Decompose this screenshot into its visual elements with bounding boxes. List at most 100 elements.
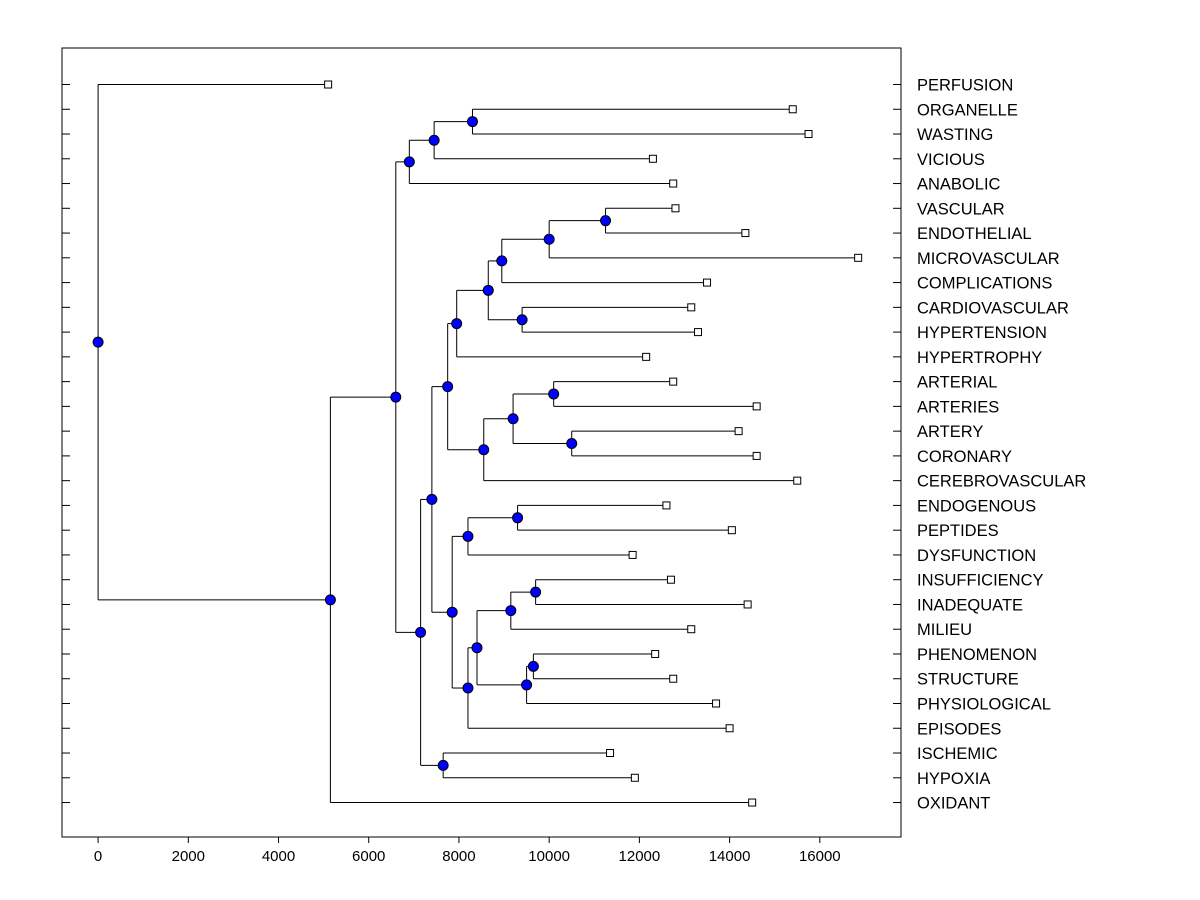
merge-node-n20 <box>521 679 533 691</box>
leaf-label-vascular: VASCULAR <box>917 200 1005 218</box>
x-tick-label: 14000 <box>709 848 751 865</box>
merge-node-n12 <box>507 413 519 425</box>
leaf-label-hypertension: HYPERTENSION <box>917 324 1047 342</box>
y-axis-ticks <box>62 84 901 804</box>
leaf-marker-vascular <box>671 204 680 213</box>
merge-node-n1 <box>466 116 478 128</box>
leaf-marker-cerebrovascular <box>793 476 802 485</box>
x-tick-label: 12000 <box>619 848 661 865</box>
merge-node-n26 <box>415 626 427 638</box>
merge-node-n10 <box>548 388 560 400</box>
merge-node-n15 <box>512 512 524 524</box>
merge-node-n17 <box>530 586 542 598</box>
leaf-marker-ischemic <box>606 749 615 758</box>
leaf-marker-wasting <box>804 130 813 139</box>
merge-node-n18 <box>505 605 517 617</box>
merge-node-n7 <box>516 314 528 326</box>
leaf-label-dysfunction: DYSFUNCTION <box>917 547 1036 565</box>
leaf-label-milieu: MILIEU <box>917 621 972 639</box>
merge-node-n16 <box>462 530 474 542</box>
leaf-marker-endogenous <box>662 501 671 510</box>
leaf-marker-hypertension <box>694 328 703 337</box>
leaf-label-episodes: EPISODES <box>917 720 1001 738</box>
leaf-marker-arteries <box>752 402 761 411</box>
merge-node-n2 <box>428 134 440 146</box>
x-tick-label: 4000 <box>262 848 295 865</box>
leaf-marker-phenomenon <box>651 649 660 658</box>
leaf-label-insufficiency: INSUFFICIENCY <box>917 572 1044 590</box>
leaf-label-arteries: ARTERIES <box>917 398 999 416</box>
plot-frame <box>61 47 902 838</box>
leaf-labels: PERFUSION ORGANELLE WASTING VICIOUS ANABOLIC… <box>917 77 1086 813</box>
leaf-marker-peptides <box>727 526 736 535</box>
leaf-marker-arterial <box>669 377 678 386</box>
leaf-label-hypertrophy: HYPERTROPHY <box>917 349 1042 367</box>
leaf-label-cerebrovascular: CEREBROVASCULAR <box>917 473 1086 491</box>
leaf-marker-episodes <box>725 724 734 733</box>
merge-node-n13 <box>478 444 490 456</box>
merge-node-n24 <box>426 493 438 505</box>
leaf-label-endogenous: ENDOGENOUS <box>917 497 1036 515</box>
x-tick-label: 10000 <box>528 848 570 865</box>
merge-node-n14 <box>442 381 454 393</box>
leaf-marker-dysfunction <box>628 550 637 559</box>
x-tick-label: 2000 <box>172 848 205 865</box>
merge-node-n25 <box>437 759 449 771</box>
leaf-marker-cardiovascular <box>687 303 696 312</box>
leaf-label-coronary: CORONARY <box>917 448 1012 466</box>
leaf-label-inadequate: INADEQUATE <box>917 596 1023 614</box>
merge-node-n4 <box>600 215 612 227</box>
leaf-marker-microvascular <box>854 253 863 262</box>
leaf-marker-organelle <box>788 105 797 114</box>
leaf-marker-oxidant <box>748 798 757 807</box>
leaf-marker-coronary <box>752 451 761 460</box>
leaf-marker-hypoxia <box>630 773 639 782</box>
leaf-label-microvascular: MICROVASCULAR <box>917 250 1060 268</box>
merge-node-n6 <box>496 255 508 267</box>
leaf-label-ischemic: ISCHEMIC <box>917 745 998 763</box>
leaf-label-structure: STRUCTURE <box>917 671 1019 689</box>
merge-node-n29 <box>92 336 104 348</box>
leaf-marker-anabolic <box>669 179 678 188</box>
merge-node-n27 <box>390 391 402 403</box>
merge-node-n5 <box>543 233 555 245</box>
leaf-label-wasting: WASTING <box>917 126 993 144</box>
x-tick-label: 6000 <box>352 848 385 865</box>
leaf-marker-structure <box>669 674 678 683</box>
leaf-marker-hypertrophy <box>642 352 651 361</box>
merge-node-n21 <box>471 642 483 654</box>
leaf-label-oxidant: OXIDANT <box>917 795 990 813</box>
merge-node-n23 <box>446 606 458 618</box>
leaf-label-complications: COMPLICATIONS <box>917 275 1052 293</box>
leaf-label-physiological: PHYSIOLOGICAL <box>917 696 1051 714</box>
leaf-label-cardiovascular: CARDIOVASCULAR <box>917 299 1069 317</box>
leaf-markers <box>324 80 863 807</box>
leaf-label-peptides: PEPTIDES <box>917 522 999 540</box>
merge-nodes <box>92 116 612 771</box>
leaf-marker-perfusion <box>324 80 333 89</box>
x-axis: 0 2000 4000 6000 8000 10000 12000 14000 16000 <box>94 837 841 865</box>
leaf-marker-inadequate <box>743 600 752 609</box>
merge-node-n22 <box>462 682 474 694</box>
merge-node-n9 <box>451 318 463 330</box>
leaf-marker-vicious <box>648 154 657 163</box>
leaf-label-endothelial: ENDOTHELIAL <box>917 225 1032 243</box>
leaf-marker-milieu <box>687 625 696 634</box>
leaf-marker-endothelial <box>741 229 750 238</box>
leaf-label-arterial: ARTERIAL <box>917 374 997 392</box>
x-tick-label: 8000 <box>442 848 475 865</box>
merge-node-n19 <box>527 660 539 672</box>
x-tick-label: 0 <box>94 848 102 865</box>
leaf-marker-complications <box>703 278 712 287</box>
merge-node-n3 <box>403 156 415 168</box>
leaf-label-hypoxia: HYPOXIA <box>917 770 990 788</box>
dendrogram-links <box>97 84 859 804</box>
leaf-marker-physiological <box>712 699 721 708</box>
leaf-label-anabolic: ANABOLIC <box>917 176 1001 194</box>
leaf-label-perfusion: PERFUSION <box>917 77 1013 95</box>
leaf-label-artery: ARTERY <box>917 423 983 441</box>
leaf-marker-artery <box>734 427 743 436</box>
x-tick-label: 16000 <box>799 848 841 865</box>
merge-node-n8 <box>482 284 494 296</box>
